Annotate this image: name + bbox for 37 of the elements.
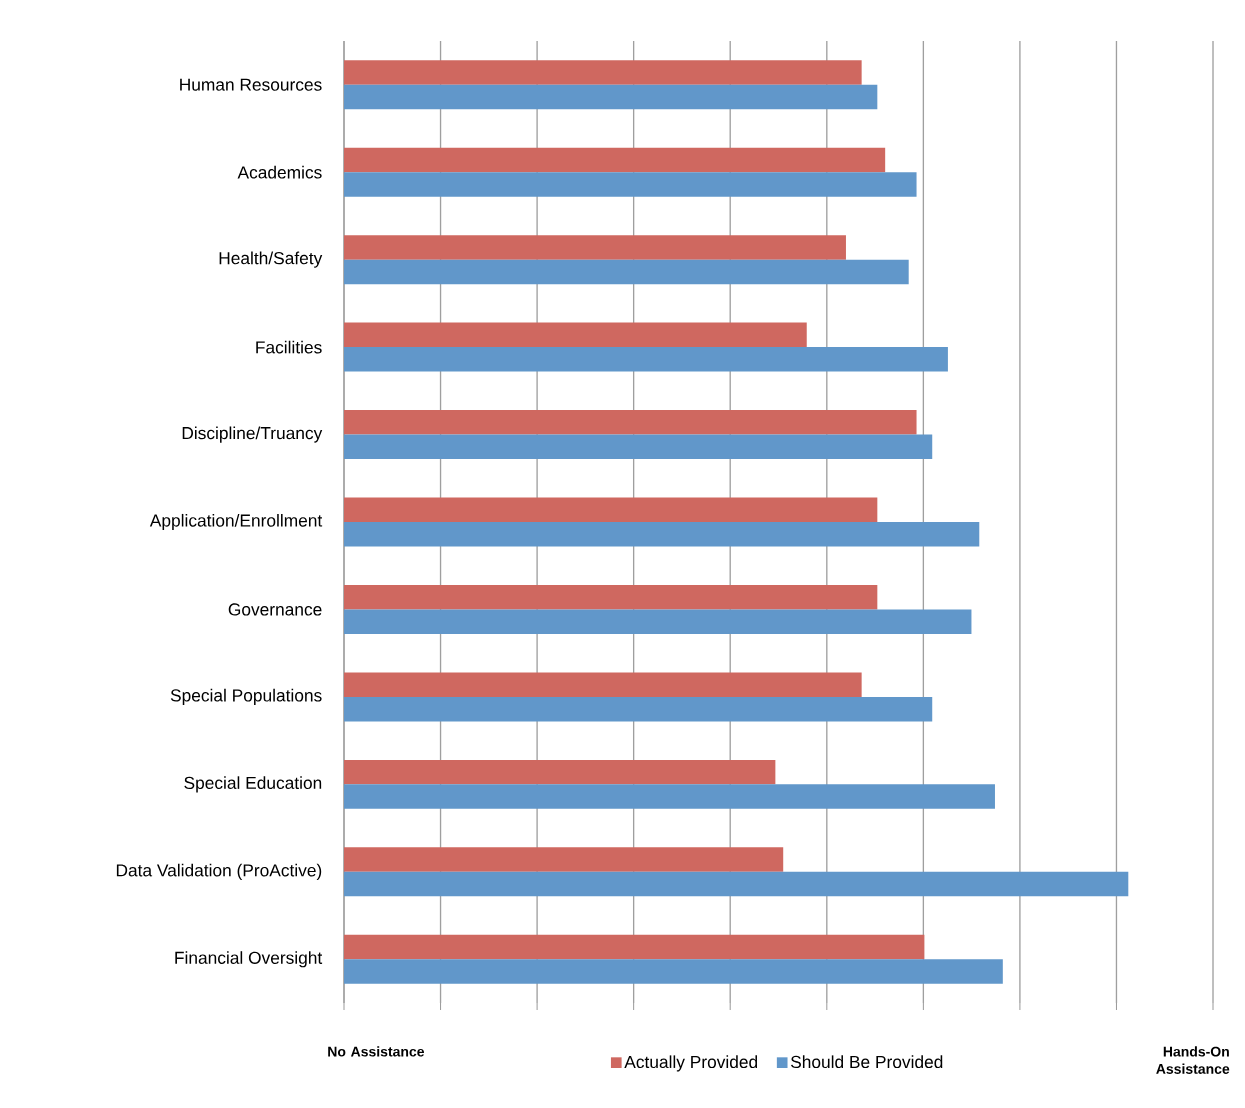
bar: [344, 584, 878, 610]
bar: [344, 410, 917, 435]
bar: [344, 609, 972, 634]
text: No Assistance: [328, 1046, 425, 1057]
bar: [344, 959, 1003, 984]
y-tick-label: Human Resources: [180, 78, 322, 91]
bar: [344, 434, 933, 460]
y-tick-label: Special Education: [184, 776, 322, 793]
bar: [344, 322, 807, 348]
bar: [344, 696, 933, 722]
y-tick-label: Health/Safety: [219, 251, 323, 268]
bar: [344, 172, 917, 197]
legend-label: Should Be Provided: [790, 1055, 943, 1069]
y-tick-label: Governance: [228, 603, 322, 616]
bar: [344, 759, 776, 785]
bar: [344, 84, 878, 110]
y-tick-label: Academics: [237, 165, 322, 179]
bar: [344, 672, 862, 697]
y-tick-label: Application/Enrollment: [149, 513, 323, 531]
text: Hands-On Assistance: [1156, 1046, 1230, 1074]
y-tick-label: Data Validation (ProActive): [116, 863, 322, 880]
bar: [344, 235, 846, 260]
bar: [344, 871, 1129, 897]
bar: [344, 784, 995, 809]
y-tick-label: Special Populations: [170, 688, 322, 705]
bar: [344, 259, 909, 285]
bar: [344, 934, 925, 960]
y-tick-label: Financial Oversight: [175, 951, 323, 968]
bar: [344, 497, 878, 523]
bar: [344, 522, 980, 547]
legend-label: Actually Provided: [624, 1055, 758, 1072]
y-tick-label: Discipline/Truancy: [182, 426, 323, 443]
bar: [344, 347, 948, 372]
bar: [344, 847, 784, 872]
y-tick-label: Facilities: [256, 340, 322, 354]
bar: [344, 60, 862, 85]
bar: [344, 147, 886, 173]
